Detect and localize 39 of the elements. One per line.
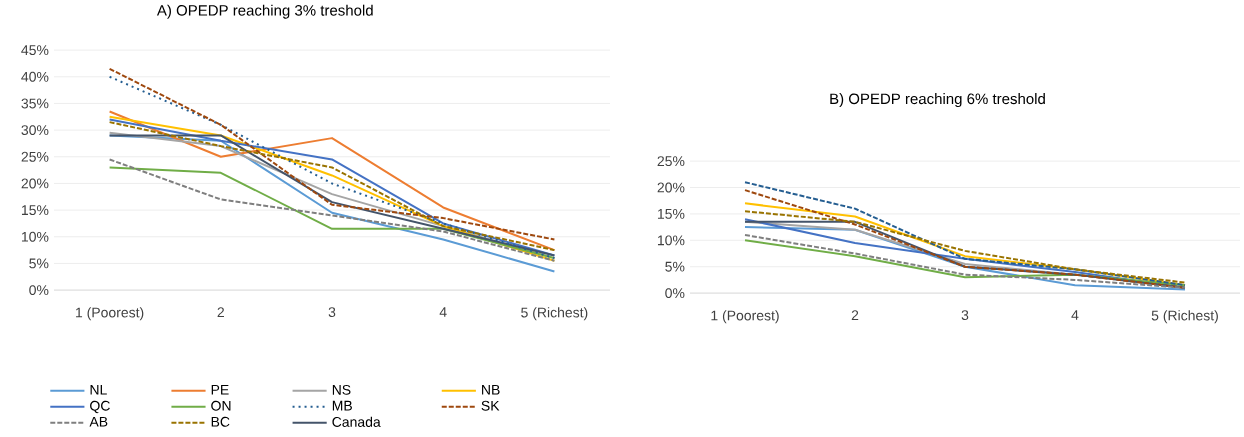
legend-label: ON xyxy=(211,400,231,411)
legend-label: QC xyxy=(90,400,110,414)
y-tick-label: 45% xyxy=(21,45,49,56)
legend-label: Canada xyxy=(332,416,381,427)
x-tick-label: 5 (Richest) xyxy=(1151,310,1218,324)
y-tick-label: 15% xyxy=(657,209,685,219)
x-tick-label: 3 xyxy=(961,310,969,321)
y-tick-label: 0% xyxy=(29,285,49,296)
y-tick-label: 15% xyxy=(21,205,49,216)
chart-title: A) OPEDP reaching 3% treshold xyxy=(156,4,373,19)
y-tick-label: 5% xyxy=(29,258,49,269)
y-tick-label: 35% xyxy=(21,98,49,109)
y-tick-label: 40% xyxy=(21,71,49,82)
legend-label: AB xyxy=(89,416,108,427)
x-tick-label: 4 xyxy=(1071,310,1079,320)
x-tick-label: 3 xyxy=(328,307,336,318)
x-tick-label: 2 xyxy=(851,310,859,320)
x-tick-label: 1 (Poorest) xyxy=(711,310,779,324)
y-tick-label: 10% xyxy=(657,235,685,246)
y-tick-label: 25% xyxy=(657,156,685,167)
y-tick-label: 30% xyxy=(21,125,49,136)
legend-label: NS xyxy=(332,384,351,395)
y-tick-label: 0% xyxy=(665,288,685,299)
x-tick-label: 5 (Richest) xyxy=(521,307,588,321)
y-tick-label: 10% xyxy=(21,231,49,242)
legend-label: NL xyxy=(90,385,107,395)
legend-label: BC xyxy=(211,416,230,427)
y-tick-label: 5% xyxy=(665,261,685,272)
y-tick-label: 25% xyxy=(21,151,49,162)
x-tick-label: 2 xyxy=(217,307,224,317)
legend-label: SK xyxy=(481,400,500,411)
legend-label: PE xyxy=(211,385,229,395)
y-tick-label: 20% xyxy=(21,178,49,189)
x-tick-label: 4 xyxy=(439,307,447,317)
chart-title: B) OPEDP reaching 6% treshold xyxy=(830,93,1045,108)
x-tick-label: 1 (Poorest) xyxy=(76,307,144,321)
legend-label: MB xyxy=(332,400,352,411)
y-tick-label: 20% xyxy=(657,182,685,193)
legend-label: NB xyxy=(482,385,500,395)
